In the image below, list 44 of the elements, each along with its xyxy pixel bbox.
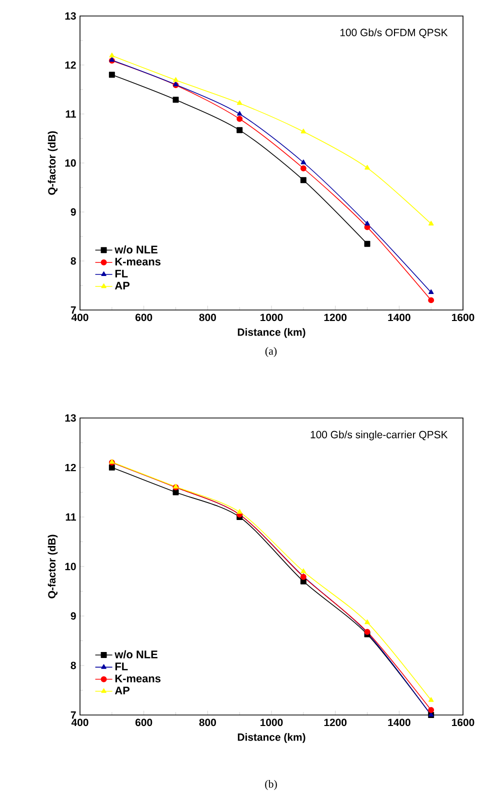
- text: (a): [265, 347, 277, 357]
- y-tick-label: 7: [70, 306, 76, 314]
- x-tick-label: 1600: [452, 718, 474, 726]
- text: (b): [265, 780, 277, 790]
- text: 100 Gb/s OFDM QPSK: [340, 28, 448, 38]
- y-tick-label: 7: [70, 711, 76, 719]
- x-tick-label: 1400: [388, 718, 410, 726]
- y-tick-label: 13: [65, 12, 76, 20]
- y-tick-label: 11: [66, 110, 76, 118]
- legend-label: AP: [114, 282, 130, 290]
- x-tick-label: 1000: [260, 718, 283, 726]
- legend-label: w/o NLE: [114, 650, 158, 658]
- x-tick-label: 800: [199, 718, 216, 726]
- y-tick-label: 8: [70, 257, 76, 265]
- x-axis-title: Distance (km): [238, 733, 306, 743]
- x-axis-title: Distance (km): [238, 328, 306, 338]
- legend-label: w/o NLE: [114, 245, 158, 254]
- text: 100 Gb/s single-carrier QPSK: [310, 430, 448, 440]
- x-tick-label: 600: [135, 718, 152, 726]
- legend-label: K-means: [115, 258, 160, 266]
- legend-label: K-means: [115, 674, 160, 682]
- x-tick-label: 1600: [452, 314, 474, 322]
- y-tick-label: 10: [65, 159, 76, 167]
- x-tick-label: 600: [135, 314, 152, 322]
- x-tick-label: 1400: [388, 314, 410, 322]
- y-axis-title: Q-factor (dB): [48, 534, 58, 598]
- y-tick-label: 10: [65, 562, 76, 570]
- y-tick-label: 11: [66, 513, 76, 521]
- legend-label: FL: [115, 270, 128, 278]
- x-tick-label: 1000: [260, 314, 283, 322]
- x-tick-label: 1200: [324, 718, 347, 726]
- legend-label: AP: [114, 686, 130, 694]
- y-tick-label: 12: [65, 464, 76, 472]
- x-tick-label: 400: [71, 718, 88, 726]
- y-tick-label: 9: [70, 208, 76, 216]
- legend-label: FL: [115, 662, 128, 670]
- x-tick-label: 400: [71, 314, 88, 322]
- x-tick-label: 800: [199, 314, 216, 322]
- y-tick-label: 13: [65, 414, 76, 422]
- y-tick-label: 9: [70, 612, 76, 620]
- y-tick-label: 12: [65, 61, 76, 69]
- y-tick-label: 8: [70, 662, 76, 670]
- y-axis-title: Q-factor (dB): [48, 131, 58, 195]
- x-tick-label: 1200: [324, 314, 347, 322]
